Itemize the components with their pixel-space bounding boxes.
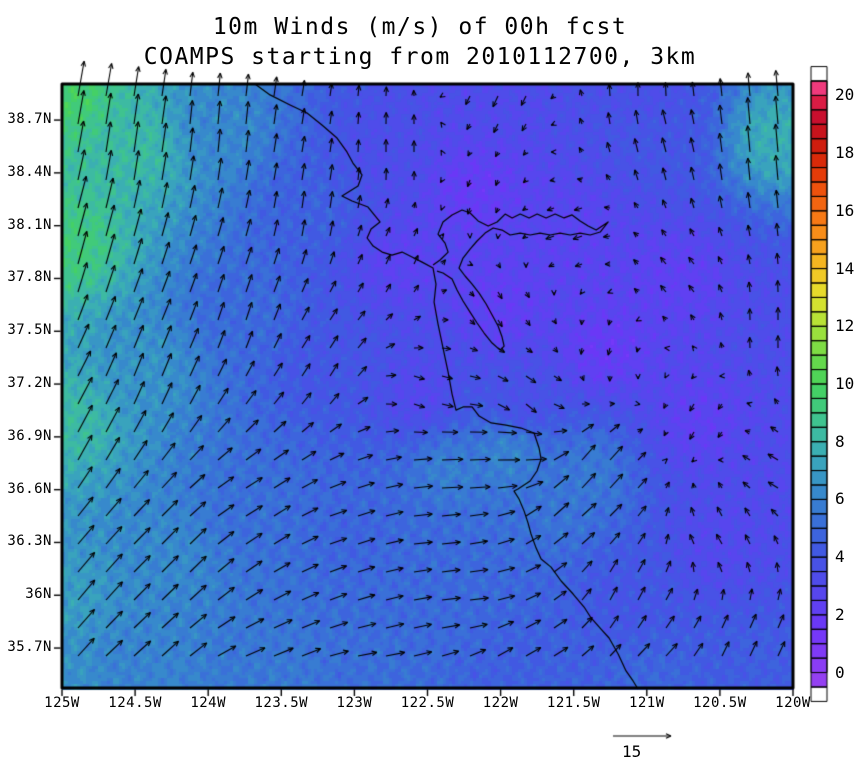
colorbar-tick-label: 12: [835, 316, 855, 336]
colorbar-tick-label: 8: [835, 431, 845, 451]
y-tick-label: 36N: [25, 586, 52, 603]
x-tick-label: 120W: [775, 695, 811, 711]
x-tick-label: 123.5W: [254, 695, 309, 711]
y-tick-label: 37.5N: [7, 322, 52, 339]
colorbar-tick-label: 0: [835, 662, 845, 682]
colorbar-tick-label: 4: [835, 547, 845, 567]
y-tick-label: 35.7N: [7, 639, 52, 656]
x-tick-label: 121W: [628, 695, 665, 711]
y-tick-label: 36.6N: [7, 480, 52, 497]
x-tick-label: 121.5W: [546, 695, 601, 711]
y-tick-label: 37.8N: [7, 269, 52, 286]
x-tick-label: 124.5W: [108, 695, 162, 711]
colorbar-tick-label: 14: [835, 258, 855, 278]
y-tick-label: 36.9N: [7, 427, 52, 444]
x-tick-label: 122.5W: [400, 695, 455, 711]
x-tick-label: 120.5W: [693, 695, 747, 711]
reference-vector-label: 15: [622, 742, 642, 761]
colorbar-tick-label: 16: [835, 200, 855, 220]
colorbar-tick-label: 18: [835, 143, 855, 163]
y-tick-label: 36.3N: [7, 533, 52, 550]
y-tick-label: 37.2N: [7, 375, 52, 392]
colorbar-tick-label: 10: [835, 374, 855, 393]
colorbar-tick-label: 2: [835, 604, 845, 624]
y-tick-label: 38.1N: [7, 216, 52, 233]
y-tick-label: 38.7N: [7, 111, 52, 128]
x-tick-label: 125W: [44, 695, 80, 711]
y-tick-label: 38.4N: [7, 163, 52, 180]
colorbar-tick-label: 6: [835, 489, 845, 509]
x-tick-label: 124W: [190, 695, 227, 711]
x-tick-label: 122W: [482, 695, 519, 711]
x-tick-label: 123W: [336, 695, 373, 711]
colorbar-tick-label: 20: [835, 85, 855, 105]
